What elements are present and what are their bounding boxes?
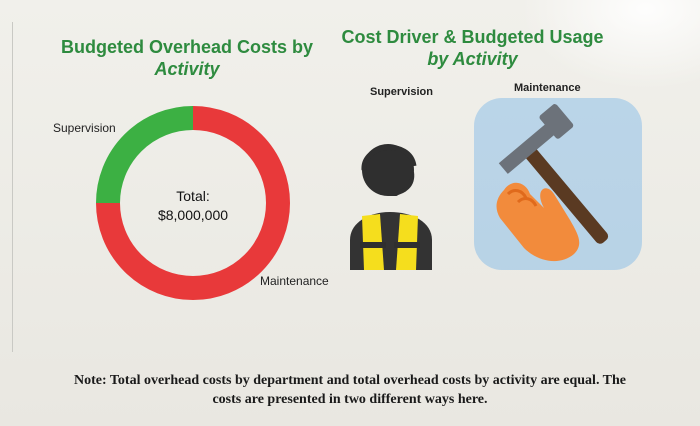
page-edge-divider	[12, 22, 13, 352]
donut-slice-maintenance	[96, 106, 290, 300]
donut-chart-title: Budgeted Overhead Costs by Activity	[46, 36, 328, 80]
donut-label-maintenance: Maintenance	[260, 274, 329, 288]
donut-label-supervision: Supervision	[53, 121, 116, 135]
donut-center-value: $8,000,000	[157, 207, 229, 223]
screen-glare	[520, 0, 700, 90]
cost-driver-title-line1: Cost Driver & Budgeted Usage	[341, 27, 604, 47]
overhead-donut-chart	[96, 106, 290, 300]
maintenance-icon	[474, 98, 642, 270]
cost-driver-label-supervision: Supervision	[370, 86, 433, 98]
donut-slice-supervision	[96, 106, 194, 204]
cost-driver-label-maintenance: Maintenance	[514, 82, 581, 94]
donut-center-total: Total: $8,000,000	[143, 187, 243, 225]
donut-chart-title-line1: Budgeted Overhead Costs by	[60, 37, 314, 57]
note-text: Note: Total overhead costs by department…	[73, 373, 627, 407]
donut-chart-title-line2: Activity	[154, 59, 220, 79]
donut-center-label: Total:	[176, 188, 210, 204]
supervisor-icon	[350, 144, 432, 270]
cost-driver-title-line2: by Activity	[427, 49, 518, 69]
cost-driver-title: Cost Driver & Budgeted Usage by Activity	[330, 26, 615, 70]
